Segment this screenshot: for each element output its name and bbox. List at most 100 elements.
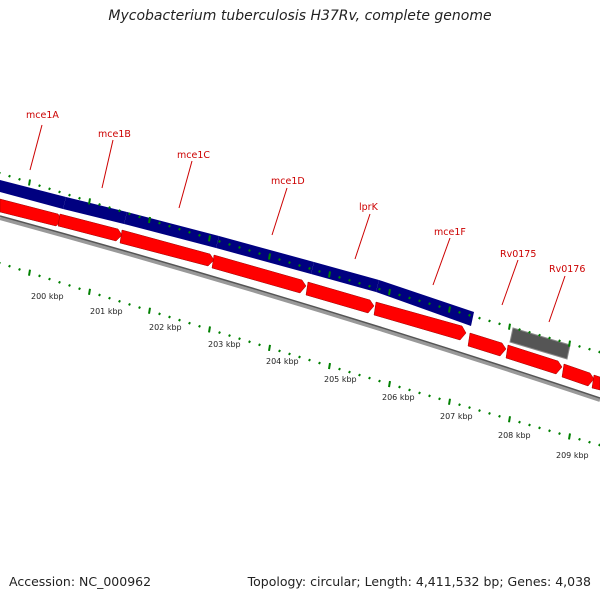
tick-mark <box>498 414 501 418</box>
tick-mark <box>588 440 591 444</box>
reverse-feature[interactable] <box>561 363 595 387</box>
feature-lprK[interactable] <box>311 262 379 292</box>
tick-mark <box>68 193 71 197</box>
tick-mark <box>368 284 371 288</box>
tick-mark <box>578 344 581 348</box>
tick-mark <box>258 252 261 255</box>
reverse-feature[interactable] <box>467 332 507 357</box>
forward-feature-track <box>0 180 474 326</box>
kbp-label: 203 kbp <box>208 340 241 349</box>
tick-mark <box>48 187 51 191</box>
tick-mark <box>528 330 531 334</box>
tick-mark <box>268 253 271 260</box>
tick-mark <box>338 367 341 371</box>
leader-lprK <box>354 213 371 260</box>
tick-mark <box>298 264 301 267</box>
kbp-label: 202 kbp <box>149 323 182 332</box>
reverse-feature[interactable] <box>305 281 375 314</box>
label-Rv0176: Rv0176 <box>549 264 585 275</box>
kbp-label: 208 kbp <box>498 431 531 440</box>
kbp-label: 205 kbp <box>324 375 357 384</box>
feature-mce1D[interactable] <box>216 236 314 274</box>
label-leaders <box>29 124 566 323</box>
backbone-line-dark <box>0 215 600 399</box>
tick-mark <box>288 352 291 356</box>
tick-mark <box>298 355 301 359</box>
tick-mark <box>248 249 251 252</box>
tick-mark <box>8 174 11 178</box>
feature-Rv0175[interactable] <box>509 327 571 360</box>
tick-mark <box>148 216 151 224</box>
tick-mark <box>38 274 41 278</box>
tick-mark <box>268 344 271 352</box>
tick-mark <box>478 316 481 320</box>
kbp-label: 204 kbp <box>266 357 299 366</box>
tick-mark <box>278 258 281 261</box>
tick-mark <box>318 361 321 365</box>
tick-mark <box>428 394 431 398</box>
tick-mark <box>208 326 211 333</box>
label-mce1C: mce1C <box>177 150 210 161</box>
reverse-feature[interactable] <box>119 229 215 267</box>
reverse-feature[interactable] <box>591 374 600 391</box>
tick-mark <box>238 337 241 341</box>
reverse-feature-Rv0176[interactable] <box>505 344 563 375</box>
tick-mark <box>438 305 441 309</box>
feature-mce1A[interactable] <box>0 180 66 209</box>
map-title: Mycobacterium tuberculosis H37Rv, comple… <box>108 8 492 24</box>
tick-mark <box>178 227 181 231</box>
tick-mark <box>258 343 261 347</box>
tick-mark <box>388 380 391 388</box>
tick-mark <box>418 391 421 395</box>
kbp-label: 201 kbp <box>90 307 123 316</box>
tick-mark <box>188 230 191 234</box>
tick-mark <box>318 270 321 273</box>
label-Rv0175: Rv0175 <box>500 249 536 260</box>
tick-mark <box>168 315 171 319</box>
leader-mce1C <box>178 160 193 209</box>
feature-mce1B[interactable] <box>63 197 127 224</box>
feature-mce1C[interactable] <box>124 212 219 248</box>
tick-mark <box>218 239 221 243</box>
tick-mark <box>538 426 541 430</box>
tick-mark <box>328 362 331 370</box>
tick-mark <box>158 221 161 225</box>
reverse-feature[interactable] <box>57 213 123 242</box>
tick-mark <box>548 336 551 340</box>
tick-mark <box>348 278 351 282</box>
kbp-label: 200 kbp <box>31 292 64 301</box>
tick-mark <box>588 347 591 351</box>
tick-mark <box>518 420 521 424</box>
tick-mark <box>508 323 511 330</box>
tick-mark <box>108 296 111 300</box>
label-mce1B: mce1B <box>98 129 131 140</box>
tick-mark <box>228 243 231 246</box>
tick-mark <box>238 246 241 249</box>
tick-mark <box>338 275 341 279</box>
tick-mark <box>478 409 481 412</box>
reverse-feature[interactable] <box>211 254 307 294</box>
tick-mark <box>358 373 361 377</box>
reverse-feature-track <box>0 198 600 391</box>
tick-mark <box>378 379 381 383</box>
tick-mark <box>408 388 411 392</box>
tick-mark <box>358 281 361 285</box>
tick-mark <box>568 433 571 440</box>
tick-mark <box>528 423 531 427</box>
tick-mark <box>398 293 401 297</box>
accession-text: Accession: NC_000962 <box>9 574 152 589</box>
tick-mark <box>148 307 151 314</box>
feature-mce1F[interactable] <box>376 280 474 326</box>
tick-mark <box>88 288 91 295</box>
tick-mark <box>138 306 141 310</box>
tick-mark <box>548 429 551 433</box>
tick-mark <box>488 319 491 323</box>
tick-mark <box>78 287 81 291</box>
tick-mark <box>58 190 61 194</box>
tick-mark <box>378 287 381 291</box>
tick-mark <box>18 268 21 271</box>
reverse-feature[interactable] <box>373 301 467 341</box>
tick-mark <box>468 313 471 317</box>
tick-mark <box>558 339 561 343</box>
